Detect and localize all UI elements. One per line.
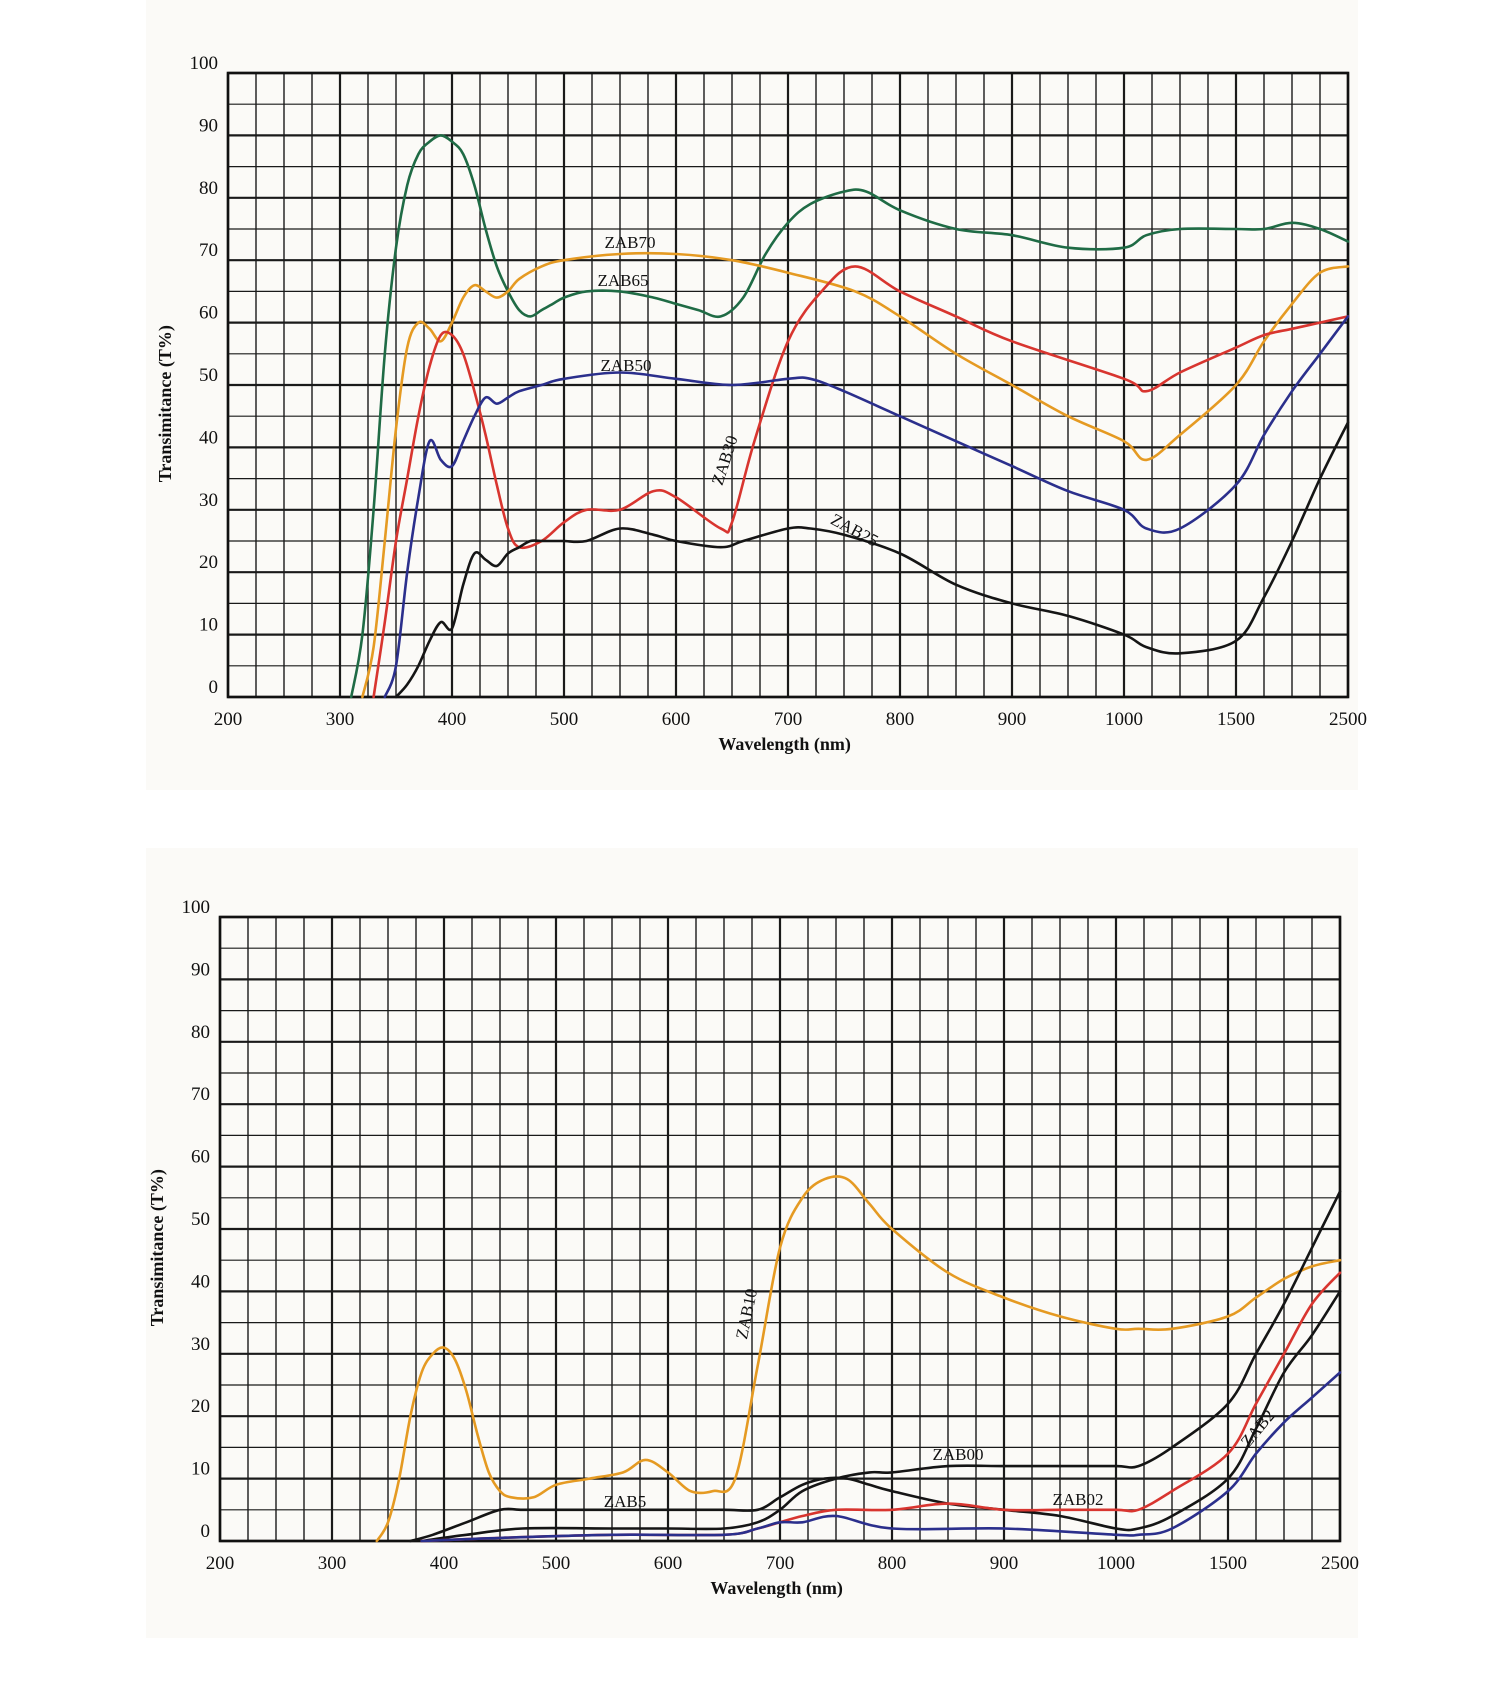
y-tick-label: 60 bbox=[191, 1147, 210, 1168]
x-tick-label: 400 bbox=[438, 709, 467, 730]
plot-frame bbox=[226, 71, 1350, 699]
x-tick-label: 1000 bbox=[1105, 709, 1143, 730]
chart-panel-top bbox=[146, 0, 1358, 790]
y-tick-label: 70 bbox=[199, 240, 218, 261]
plot-frame bbox=[218, 915, 1342, 1543]
x-tick-label: 1500 bbox=[1209, 1553, 1247, 1574]
series-line-zab30 bbox=[372, 265, 1350, 699]
series-label-zab10: ZAB10 bbox=[732, 1287, 761, 1341]
x-tick-label: 300 bbox=[326, 709, 355, 730]
y-axis-label: Transimitance (T%) bbox=[155, 325, 176, 482]
series-label-zab65: ZAB65 bbox=[598, 271, 649, 290]
series-line-zab25 bbox=[394, 421, 1350, 699]
series-label-zab70: ZAB70 bbox=[605, 233, 656, 252]
y-tick-label: 0 bbox=[201, 1521, 211, 1542]
y-tick-label: 100 bbox=[190, 53, 219, 74]
y-tick-label: 80 bbox=[199, 178, 218, 199]
x-tick-label: 1000 bbox=[1097, 1553, 1135, 1574]
x-tick-label: 500 bbox=[550, 709, 579, 730]
x-tick-label: 600 bbox=[662, 709, 691, 730]
grid bbox=[226, 71, 1350, 699]
y-tick-label: 30 bbox=[191, 1334, 210, 1355]
x-tick-label: 200 bbox=[214, 709, 243, 730]
y-tick-label: 50 bbox=[199, 365, 218, 386]
x-tick-label: 600 bbox=[654, 1553, 683, 1574]
x-tick-label: 1500 bbox=[1217, 709, 1255, 730]
y-tick-label: 10 bbox=[191, 1459, 210, 1480]
x-tick-label: 800 bbox=[878, 1553, 907, 1574]
series-label-zab30: ZAB30 bbox=[708, 433, 742, 487]
series-line-zab00 bbox=[420, 1190, 1342, 1543]
x-tick-label: 200 bbox=[206, 1553, 235, 1574]
y-tick-label: 80 bbox=[191, 1022, 210, 1043]
series-line-zab2 bbox=[420, 1371, 1342, 1543]
chart-top: 200 300 400 500 600 700 800 900 1000 1500 2500 0 10 2… bbox=[155, 53, 1367, 755]
series-line-zab5 bbox=[409, 1290, 1342, 1543]
y-tick-label: 40 bbox=[199, 427, 218, 448]
y-axis-label: Transimitance (T%) bbox=[147, 1169, 168, 1326]
y-tick-label: 40 bbox=[191, 1271, 210, 1292]
y-tick-label: 60 bbox=[199, 303, 218, 324]
series-label-zab25: ZAB25 bbox=[828, 510, 882, 551]
x-tick-label: 700 bbox=[774, 709, 803, 730]
y-tick-label: 0 bbox=[209, 677, 219, 698]
x-axis-label: Wavelength (nm) bbox=[718, 734, 851, 755]
y-tick-label: 10 bbox=[199, 615, 218, 636]
series-line-zab65 bbox=[361, 251, 1350, 699]
x-tick-label: 500 bbox=[542, 1553, 571, 1574]
y-tick-label: 90 bbox=[199, 115, 218, 136]
x-tick-label: 2500 bbox=[1329, 709, 1367, 730]
y-tick-label: 20 bbox=[191, 1396, 210, 1417]
y-tick-label: 30 bbox=[199, 490, 218, 511]
series-label-zab50: ZAB50 bbox=[601, 356, 652, 375]
y-tick-label: 90 bbox=[191, 959, 210, 980]
series-line-zab10 bbox=[375, 1175, 1342, 1543]
y-tick-label: 20 bbox=[199, 552, 218, 573]
x-axis-label: Wavelength (nm) bbox=[710, 1578, 843, 1599]
y-tick-label: 100 bbox=[182, 897, 211, 918]
series-label-zab00: ZAB00 bbox=[933, 1445, 984, 1464]
x-tick-label: 900 bbox=[998, 709, 1027, 730]
series-label-zab02: ZAB02 bbox=[1053, 1490, 1104, 1509]
x-tick-label: 2500 bbox=[1321, 1553, 1359, 1574]
x-tick-label: 800 bbox=[886, 709, 915, 730]
series-line-zab70 bbox=[349, 134, 1350, 699]
x-tick-label: 700 bbox=[766, 1553, 795, 1574]
x-tick-label: 900 bbox=[990, 1553, 1019, 1574]
series-line-zab02 bbox=[420, 1271, 1342, 1543]
series-label-zab5: ZAB5 bbox=[604, 1492, 647, 1511]
x-tick-label: 400 bbox=[430, 1553, 459, 1574]
y-tick-label: 70 bbox=[191, 1084, 210, 1105]
series-line-zab50 bbox=[383, 315, 1350, 699]
chart-bottom: 200 300 400 500 600 700 800 900 1000 1500 2500 0 10 2… bbox=[147, 897, 1359, 1599]
x-tick-label: 300 bbox=[318, 1553, 347, 1574]
y-tick-label: 50 bbox=[191, 1209, 210, 1230]
